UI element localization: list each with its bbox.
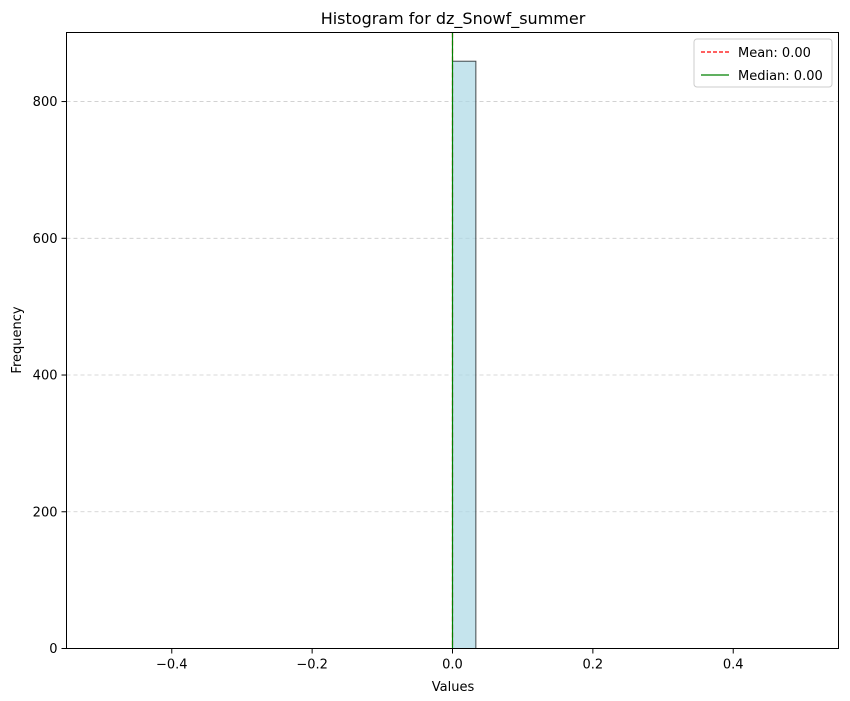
x-tick-label: −0.2	[296, 658, 328, 673]
y-tick-label: 800	[33, 95, 58, 110]
x-axis-ticks: −0.4 −0.2 0.0 0.2 0.4	[156, 648, 744, 673]
legend-mean-label: Mean: 0.00	[738, 46, 811, 61]
histogram-bar	[452, 60, 477, 649]
y-tick-label: 600	[33, 232, 58, 247]
x-tick-label: 0.4	[723, 658, 744, 673]
legend: Mean: 0.00 Median: 0.00	[693, 38, 833, 88]
x-tick-label: −0.4	[156, 658, 188, 673]
y-tick-label: 400	[33, 369, 58, 384]
y-tick-label: 200	[33, 505, 58, 520]
x-axis-label: Values	[432, 680, 475, 695]
x-tick-label: 0.2	[583, 658, 604, 673]
histogram-bars	[452, 60, 477, 649]
y-axis-label: Frequency	[10, 306, 25, 373]
y-axis-ticks: 0 200 400 600 800	[33, 95, 67, 657]
y-tick-label: 0	[49, 642, 57, 657]
chart-title: Histogram for dz_Snowf_summer	[321, 9, 586, 29]
x-tick-label: 0.0	[442, 658, 463, 673]
legend-median-label: Median: 0.00	[738, 69, 823, 84]
